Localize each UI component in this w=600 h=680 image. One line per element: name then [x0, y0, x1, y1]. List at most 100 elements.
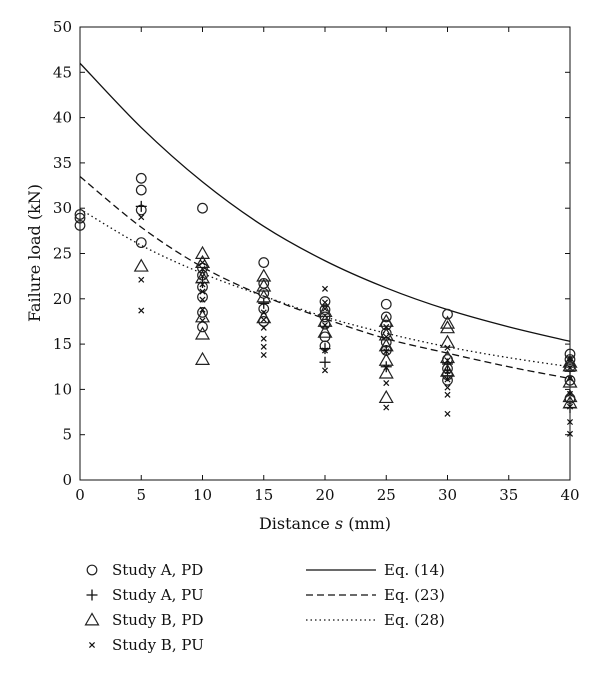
y-tick-label: 30: [53, 199, 72, 217]
y-tick-label: 40: [53, 109, 72, 127]
point-circle: [135, 184, 147, 196]
data-points: [74, 172, 578, 437]
point-triangle: [439, 349, 456, 364]
curve-dashed: [79, 175, 571, 380]
point-cross: [138, 276, 145, 283]
point-cross: [566, 375, 574, 382]
point-circle: [258, 257, 270, 268]
point-cross: [199, 259, 206, 266]
point-cross: [444, 368, 451, 375]
point-triangle: [378, 389, 394, 404]
point-cross: [199, 265, 206, 272]
curve-solid: [79, 62, 571, 343]
point-triangle: [256, 310, 272, 324]
point-circle: [197, 202, 208, 214]
point-circle: [380, 311, 392, 323]
legend-label: Study B, PD: [112, 611, 204, 629]
point-circle: [74, 220, 86, 231]
point-triangle: [317, 324, 333, 338]
point-triangle: [194, 245, 211, 259]
y-tick-label: 50: [53, 18, 72, 36]
point-cross: [566, 418, 574, 426]
legend-label: Study A, PD: [112, 561, 203, 579]
x-tick-label: 25: [377, 486, 396, 504]
point-cross: [383, 404, 390, 411]
x-tick-label: 10: [193, 486, 212, 504]
x-tick-label: 0: [75, 486, 85, 504]
point-triangle: [194, 254, 211, 269]
point-cross: [383, 323, 390, 330]
point-plus: [135, 200, 147, 212]
point-triangle: [317, 303, 333, 317]
point-cross: [260, 316, 267, 323]
point-circle: [74, 212, 86, 224]
y-tick-label: 25: [53, 245, 72, 263]
legend-label: Study B, PU: [112, 636, 204, 654]
point-circle: [442, 308, 453, 320]
point-triangle: [256, 278, 272, 292]
point-triangle: [256, 268, 272, 282]
point-cross: [566, 403, 574, 410]
point-triangle: [194, 326, 211, 340]
point-plus: [258, 297, 270, 309]
x-tick-label: 30: [438, 486, 457, 504]
y-axis-label: Failure load (kN): [25, 184, 44, 322]
point-triangle: [439, 315, 456, 329]
plot-frame: [79, 26, 571, 481]
curve-dotted: [79, 208, 571, 368]
point-cross: [444, 384, 451, 391]
y-tick-label: 0: [62, 471, 72, 489]
point-cross: [199, 296, 206, 303]
point-cross: [444, 391, 451, 398]
x-tick-label: 40: [560, 486, 579, 504]
x-tick-label: 5: [136, 486, 146, 504]
x-tick-label: 35: [499, 486, 518, 504]
point-triangle: [194, 309, 211, 323]
point-triangle: [194, 270, 211, 284]
y-tick-label: 20: [53, 290, 72, 308]
point-plus: [319, 356, 331, 368]
point-triangle: [133, 258, 149, 272]
point-circle: [319, 296, 331, 307]
legend: Study A, PD Study A, PU Study B, PD Study B…: [84, 561, 445, 654]
point-circle: [380, 319, 392, 331]
legend-label: Study A, PU: [112, 586, 204, 604]
point-triangle: [439, 363, 456, 377]
y-tick-label: 45: [53, 63, 72, 81]
point-triangle: [194, 351, 211, 365]
point-circle: [258, 316, 270, 327]
point-cross: [199, 288, 206, 295]
point-circle: [135, 237, 147, 249]
point-circle: [197, 306, 208, 318]
point-circle: [74, 209, 86, 220]
point-triangle: [562, 374, 578, 388]
point-circle: [135, 172, 147, 184]
point-cross: [260, 343, 267, 350]
point-cross: [321, 299, 329, 306]
point-cross: [138, 214, 145, 221]
point-cross: [260, 324, 267, 331]
legend-label: Eq. (28): [384, 611, 445, 629]
legend-marker-triangle: [84, 612, 100, 626]
y-tick-label: 5: [62, 426, 72, 444]
legend-marker-plus: [86, 589, 98, 601]
x-tick-label: 15: [254, 486, 273, 504]
point-cross: [566, 390, 574, 397]
point-cross: [199, 273, 206, 280]
point-cross: [199, 317, 206, 324]
axis-ticks: 0 5 10 15 20 25 30 35 40 0 5 10 15 20 25 30 35 40 45 50: [53, 18, 580, 504]
x-axis-label: Distance s (mm): [259, 514, 391, 533]
point-cross: [321, 305, 329, 312]
point-cross: [566, 364, 574, 371]
point-triangle: [439, 320, 456, 334]
point-cross: [444, 410, 451, 417]
point-cross: [444, 376, 451, 383]
point-cross: [566, 430, 574, 437]
point-cross: [383, 333, 390, 340]
point-cross: [260, 335, 267, 342]
point-triangle: [378, 365, 394, 379]
point-triangle: [562, 358, 578, 372]
fit-curves: [79, 62, 571, 380]
legend-marker-circle: [86, 564, 98, 576]
point-triangle: [317, 313, 333, 327]
